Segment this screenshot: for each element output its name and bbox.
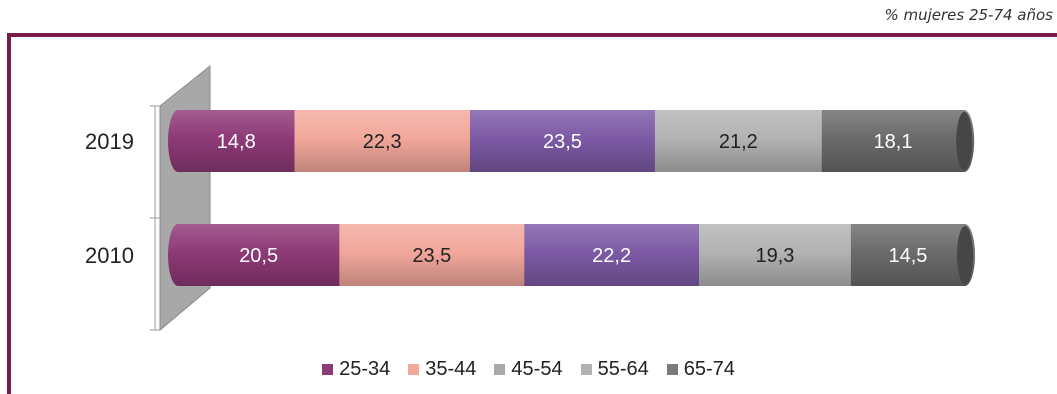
category-label-2010: 2010: [85, 243, 134, 268]
legend-label: 55-64: [597, 358, 649, 380]
data-label-2010-65-74: 14,5: [888, 245, 927, 267]
legend-label: 65-74: [683, 358, 735, 380]
bar-segment-2019-65-74: [821, 110, 965, 172]
legend-item-45-54: 45-54: [494, 358, 563, 381]
bar-segment-2010-25-34: [178, 224, 340, 286]
legend-swatch: [408, 364, 420, 375]
data-label-2019-55-64: 21,2: [719, 131, 758, 153]
bar-cap-right-face: [957, 226, 973, 284]
legend-item-55-64: 55-64: [580, 358, 649, 381]
data-label-2010-25-34: 20,5: [239, 245, 278, 267]
unit-note: % mujeres 25-74 años: [884, 6, 1053, 24]
bar-cap-right-face: [956, 112, 973, 170]
legend-item-65-74: 65-74: [666, 358, 735, 381]
data-label-2010-35-44: 23,5: [412, 245, 451, 267]
bar-segment-2010-45-54: [524, 224, 700, 286]
data-label-2010-55-64: 19,3: [755, 245, 794, 267]
bar-segment-2010-35-44: [339, 224, 525, 286]
legend-item-35-44: 35-44: [408, 358, 476, 381]
data-label-2019-35-44: 22,3: [363, 131, 402, 153]
data-label-2019-45-54: 23,5: [543, 131, 582, 153]
legend-swatch: [666, 364, 678, 375]
bar-segment-2019-45-54: [469, 110, 656, 172]
legend-label: 35-44: [425, 358, 477, 380]
legend-swatch: [580, 364, 592, 375]
bar-segment-2010-65-74: [850, 224, 966, 286]
chart-back-wall: [159, 64, 211, 332]
legend-label: 25-34: [339, 358, 391, 380]
frame-top-border: [7, 33, 1057, 37]
legend-swatch: [494, 364, 506, 375]
data-label-2019-65-74: 18,1: [874, 131, 913, 153]
legend-label: 45-54: [511, 358, 563, 380]
category-label-2019: 2019: [85, 129, 134, 154]
chart-legend: 25-34 35-44 45-54 55-64 65-74: [0, 358, 1057, 381]
frame-left-border: [7, 33, 11, 394]
legend-swatch: [322, 364, 334, 375]
data-label-2019-25-34: 14,8: [217, 131, 256, 153]
bar-segment-2019-55-64: [654, 110, 823, 172]
bar-segment-2010-55-64: [698, 224, 852, 286]
data-label-2010-45-54: 22,2: [592, 245, 631, 267]
bar-segment-2019-35-44: [294, 110, 471, 172]
legend-item-25-34: 25-34: [322, 358, 390, 381]
bar-segment-2019-25-34: [178, 110, 295, 172]
